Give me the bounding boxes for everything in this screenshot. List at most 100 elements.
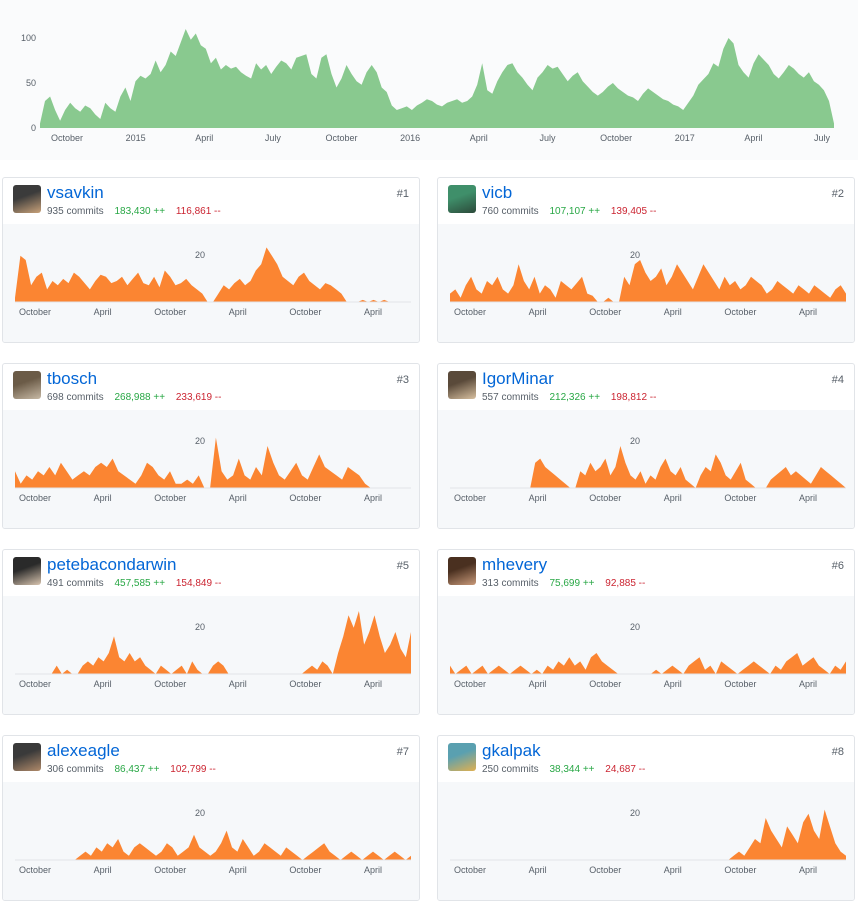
x-tick-label: 2016 <box>400 133 420 143</box>
contributor-commits-area <box>450 260 846 302</box>
deletions-count: 116,861 -- <box>175 206 221 217</box>
contributor-card: mhevery 313 commits 75,699 ++ 92,885 -- … <box>437 549 855 715</box>
x-tick-label: October <box>724 679 756 689</box>
additions-count: 107,107 ++ <box>549 206 601 217</box>
commit-count[interactable]: 935 commits <box>47 206 104 217</box>
commit-count[interactable]: 698 commits <box>47 392 104 403</box>
additions-count: 457,585 ++ <box>114 578 166 589</box>
contributor-commits-area <box>15 611 411 674</box>
x-tick-label: April <box>94 493 112 503</box>
avatar[interactable] <box>13 743 41 771</box>
avatar[interactable] <box>13 557 41 585</box>
x-tick-label: October <box>19 679 51 689</box>
contributor-login[interactable]: petebacondarwin <box>47 555 177 574</box>
commit-count[interactable]: 306 commits <box>47 764 104 775</box>
contributor-rank: #1 <box>396 188 409 200</box>
x-tick-label: April <box>229 493 247 503</box>
x-tick-label: October <box>589 679 621 689</box>
x-tick-label: April <box>529 679 547 689</box>
contributor-rank: #3 <box>396 374 409 386</box>
contributor-commits-area <box>15 437 411 488</box>
contributor-login[interactable]: mhevery <box>482 555 548 574</box>
avatar[interactable] <box>448 557 476 585</box>
x-tick-label: April <box>529 865 547 875</box>
contributor-card: vicb 760 commits 107,107 ++ 139,405 -- #… <box>437 177 855 343</box>
x-tick-label: July <box>265 133 282 143</box>
contributor-stats: 935 commits 183,430 ++ 116,861 -- <box>47 206 221 217</box>
contributor-card: gkalpak 250 commits 38,344 ++ 24,687 -- … <box>437 735 855 901</box>
contributor-card: tbosch 698 commits 268,988 ++ 233,619 --… <box>2 363 420 529</box>
x-tick-label: 2017 <box>675 133 695 143</box>
avatar[interactable] <box>13 371 41 399</box>
deletions-count: 233,619 -- <box>175 392 222 403</box>
contributor-login[interactable]: tbosch <box>47 369 98 388</box>
contributor-header: vsavkin 935 commits 183,430 ++ 116,861 -… <box>3 178 419 224</box>
commit-count[interactable]: 250 commits <box>482 764 539 775</box>
x-tick-label: April <box>529 493 547 503</box>
contributor-header: vicb 760 commits 107,107 ++ 139,405 -- #… <box>438 178 854 224</box>
x-tick-label: 2015 <box>126 133 146 143</box>
x-tick-label: April <box>799 679 817 689</box>
contributor-chart: 20 October April October April October April <box>438 410 854 528</box>
deletions-count: 24,687 -- <box>605 764 646 775</box>
contributor-login[interactable]: alexeagle <box>47 741 120 760</box>
x-tick-label: April <box>94 307 112 317</box>
x-tick-label: April <box>664 307 682 317</box>
contributor-chart: 20 October April October April October April <box>438 224 854 342</box>
x-tick-label: October <box>154 679 186 689</box>
commits-area-chart: 100 50 0 October 2015 April July October 2016 Apr… <box>21 29 834 143</box>
commit-count[interactable]: 557 commits <box>482 392 539 403</box>
contributor-stats: 313 commits 75,699 ++ 92,885 -- <box>482 578 645 589</box>
x-tick-label: October <box>454 493 486 503</box>
contributor-area-chart: 20 October April October April October April <box>15 436 411 503</box>
commits-area <box>40 29 834 128</box>
contributor-commits-area <box>15 830 411 860</box>
x-tick-label: October <box>19 493 51 503</box>
commit-count[interactable]: 760 commits <box>482 206 539 217</box>
contributor-stats: 760 commits 107,107 ++ 139,405 -- <box>482 206 656 217</box>
x-tick-label: April <box>364 865 382 875</box>
x-tick-label: October <box>724 307 756 317</box>
contributor-rank: #4 <box>831 374 844 386</box>
avatar[interactable] <box>13 185 41 213</box>
contributor-area-chart: 20 October April October April October April <box>450 808 846 875</box>
contributor-login[interactable]: IgorMinar <box>482 369 554 388</box>
x-tick-label: October <box>51 133 83 143</box>
y-tick-label: 20 <box>630 808 640 818</box>
commit-count[interactable]: 491 commits <box>47 578 104 589</box>
contributor-area-chart: 20 October April October April October April <box>450 622 846 689</box>
contributor-login[interactable]: vicb <box>482 183 513 202</box>
contributor-area-chart: 20 October April October April October April <box>15 247 411 317</box>
additions-count: 212,326 ++ <box>549 392 601 403</box>
x-tick-label: October <box>600 133 632 143</box>
contributor-area-chart: 20 October April October April October April <box>450 250 846 317</box>
additions-count: 86,437 ++ <box>114 764 160 775</box>
deletions-count: 154,849 -- <box>175 578 222 589</box>
y-tick-label: 20 <box>195 436 205 446</box>
x-tick-label: April <box>664 679 682 689</box>
contributor-chart: 20 October April October April October April <box>438 782 854 900</box>
additions-count: 183,430 ++ <box>114 206 166 217</box>
x-tick-label: October <box>19 307 51 317</box>
contributor-login[interactable]: gkalpak <box>482 741 541 760</box>
contributor-card: petebacondarwin 491 commits 457,585 ++ 1… <box>2 549 420 715</box>
deletions-count: 102,799 -- <box>170 764 216 775</box>
contributor-stats: 557 commits 212,326 ++ 198,812 -- <box>482 392 656 403</box>
contributor-header: petebacondarwin 491 commits 457,585 ++ 1… <box>3 550 419 596</box>
contributor-header: mhevery 313 commits 75,699 ++ 92,885 -- … <box>438 550 854 596</box>
contributor-login[interactable]: vsavkin <box>47 183 104 202</box>
x-tick-label: April <box>364 493 382 503</box>
avatar[interactable] <box>448 743 476 771</box>
x-tick-label: April <box>799 493 817 503</box>
x-tick-label: October <box>154 307 186 317</box>
commit-count[interactable]: 313 commits <box>482 578 539 589</box>
contributor-card: vsavkin 935 commits 183,430 ++ 116,861 -… <box>2 177 420 343</box>
x-tick-label: April <box>229 865 247 875</box>
avatar[interactable] <box>448 185 476 213</box>
avatar[interactable] <box>448 371 476 399</box>
contributor-header: alexeagle 306 commits 86,437 ++ 102,799 … <box>3 736 419 782</box>
additions-count: 38,344 ++ <box>549 764 595 775</box>
x-tick-label: October <box>724 493 756 503</box>
contributor-card: IgorMinar 557 commits 212,326 ++ 198,812… <box>437 363 855 529</box>
y-tick-label: 20 <box>630 622 640 632</box>
